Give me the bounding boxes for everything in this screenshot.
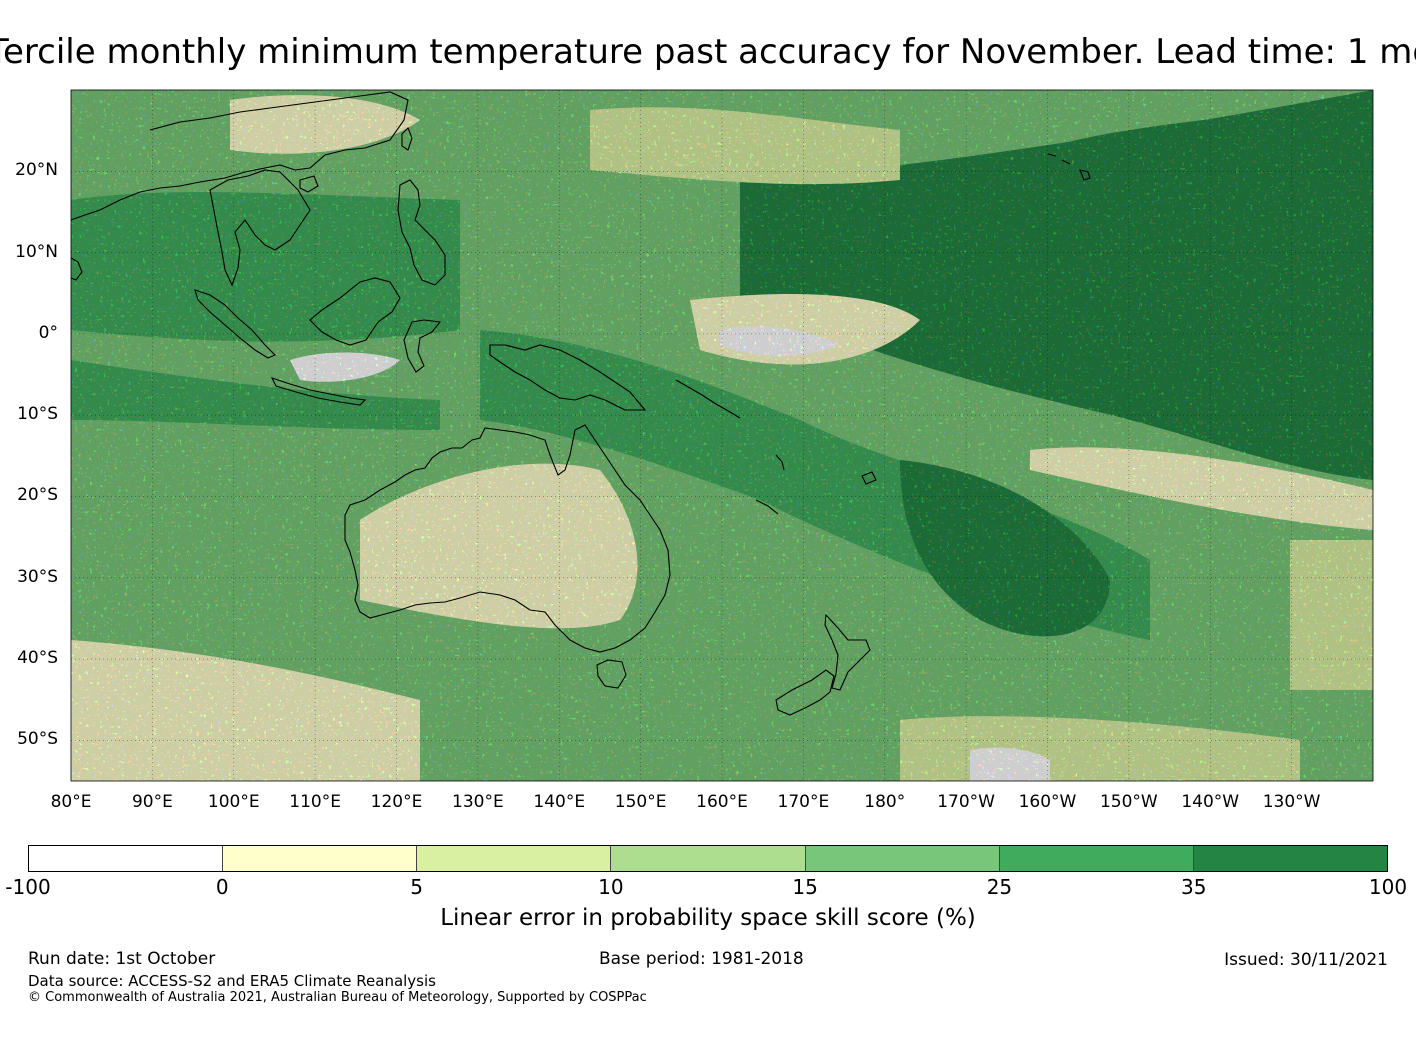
chart-title-text: Tercile monthly minimum temperature past… [0, 32, 1416, 72]
colorbar-tick-label: 0 [215, 875, 229, 899]
colorbar-segment [805, 846, 1000, 871]
colorbar-segment [999, 846, 1194, 871]
colorbar-tick-label: 10 [598, 875, 624, 899]
latitude-tick-label: 0° [38, 322, 58, 343]
coastline-sulawesi [403, 319, 442, 373]
longitude-tick-label: 110°E [289, 792, 341, 812]
latitude-tick-label: 50°S [17, 729, 58, 750]
pixel-noise-overlay [71, 90, 1373, 781]
coastline-china [71, 91, 409, 221]
data-source: Data source: ACCESS-S2 and ERA5 Climate … [28, 972, 436, 990]
longitude-tick-label: 160°W [1018, 792, 1077, 812]
coastline-new-zealand-north [824, 613, 871, 691]
coastline-java [270, 377, 367, 406]
longitude-tick-label: 170°W [937, 792, 995, 812]
latitude-tick-label: 10°N [15, 241, 58, 262]
longitude-tick-label: 80°E [50, 792, 92, 812]
latitude-tick-label: 40°S [17, 648, 58, 669]
longitude-tick-label: 140°E [533, 792, 586, 812]
coastline-hainan [299, 175, 319, 193]
graticule [71, 90, 1373, 781]
latitude-tick-label: 20°N [15, 160, 58, 181]
longitude-tick-label: 180° [864, 792, 906, 812]
run-date: Run date: 1st October [28, 949, 216, 969]
colorbar-tick-label: 35 [1180, 875, 1207, 899]
coastline-indochina [209, 169, 311, 287]
colorbar-segment [611, 846, 806, 871]
coastline-sri-lanka [71, 257, 83, 281]
colorbar [28, 845, 1388, 872]
map-frame [70, 89, 1374, 782]
coastline-hawaii [1047, 153, 1091, 181]
coastline-new-caledonia [755, 499, 779, 515]
issued-date: Issued: 30/11/2021 [1224, 950, 1388, 970]
colorbar-segment [417, 846, 612, 871]
coastline-australia [344, 424, 671, 653]
latitude-tick-label: 20°S [17, 485, 58, 506]
coastline-sumatra [194, 289, 276, 359]
coastline-tasmania [596, 659, 627, 689]
longitude-tick-label: 100°E [207, 792, 260, 812]
colorbar-tick-label: 25 [986, 875, 1013, 899]
longitude-tick-label: 150°W [1099, 792, 1158, 812]
colorbar-segment [223, 846, 418, 871]
colorbar-tick-label: 100 [1368, 875, 1408, 899]
coastline-fiji [861, 471, 877, 485]
coastline-solomon-islands [675, 379, 741, 419]
coastline-taiwan [401, 127, 413, 151]
chart-title: Tercile monthly minimum temperature past… [0, 30, 1416, 74]
longitude-tick-label: 170°E [777, 792, 830, 812]
longitude-tick-label: 150°E [614, 792, 667, 812]
colorbar-title: Linear error in probability space skill … [440, 905, 976, 931]
copyright-notice: © Commonwealth of Australia 2021, Austra… [28, 990, 647, 1005]
longitude-tick-label: 130°W [1262, 792, 1321, 812]
coastline-borneo [309, 277, 401, 346]
skill-score-map [70, 89, 1374, 782]
longitude-tick-label: 140°W [1181, 792, 1240, 812]
colorbar-tick-label: -100 [5, 875, 51, 899]
colorbar-segment [29, 846, 224, 871]
coastline-philippines [397, 179, 446, 286]
longitude-tick-label: 160°E [696, 792, 748, 812]
longitude-tick-label: 90°E [131, 792, 173, 812]
coastlines [71, 91, 1091, 716]
latitude-tick-label: 30°S [17, 566, 58, 587]
colorbar-tick-label: 15 [792, 875, 818, 899]
latitude-tick-label: 10°S [17, 404, 58, 425]
longitude-tick-label: 130°E [452, 792, 504, 812]
colorbar-segment [1193, 846, 1387, 871]
base-period: Base period: 1981-2018 [599, 949, 804, 969]
coastline-new-guinea [489, 344, 647, 411]
colorbar-tick-label: 5 [410, 875, 423, 899]
coastline-new-zealand-south [775, 669, 835, 716]
coastline-vanuatu [775, 454, 785, 471]
longitude-tick-label: 120°E [370, 792, 423, 812]
